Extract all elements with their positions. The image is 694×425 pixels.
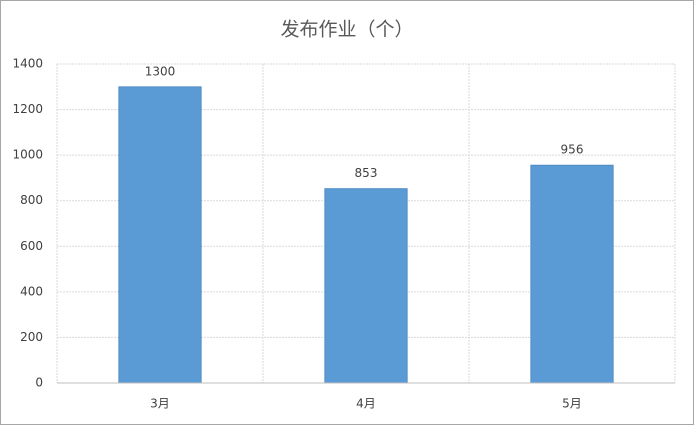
- y-tick-label: 0: [35, 376, 43, 390]
- x-tick-label: 4月: [356, 397, 376, 411]
- y-tick-label: 800: [20, 193, 43, 207]
- data-label: 956: [561, 143, 584, 157]
- y-tick-label: 1000: [12, 148, 43, 162]
- y-tick-label: 200: [20, 330, 43, 344]
- y-tick-label: 400: [20, 284, 43, 298]
- chart-title: 发布作业（个）: [280, 19, 413, 41]
- x-tick-label: 3月: [150, 397, 170, 411]
- y-tick-label: 1200: [12, 102, 43, 116]
- bar: [530, 164, 614, 384]
- y-tick-label: 600: [20, 239, 43, 253]
- data-label: 1300: [145, 64, 176, 78]
- bar: [324, 188, 408, 384]
- data-label: 853: [355, 166, 378, 180]
- x-tick-label: 5月: [562, 397, 582, 411]
- y-tick-label: 1400: [12, 57, 43, 71]
- bar: [118, 86, 202, 384]
